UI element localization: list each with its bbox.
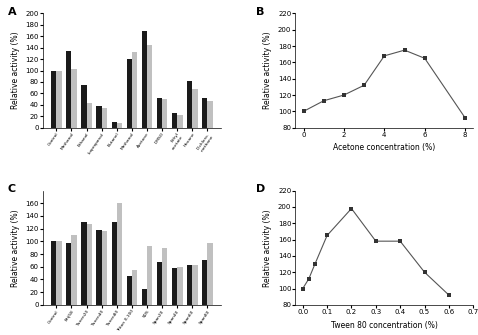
Bar [132, 52, 137, 128]
Bar [127, 59, 132, 128]
Bar [157, 98, 162, 128]
Bar [127, 276, 132, 305]
Y-axis label: Relative activity (%): Relative activity (%) [11, 209, 20, 286]
Bar [51, 71, 56, 128]
Bar [187, 81, 192, 128]
Bar [172, 114, 177, 128]
Bar [72, 235, 77, 305]
Y-axis label: Relative activity (%): Relative activity (%) [263, 209, 272, 286]
Y-axis label: Relative activity (%): Relative activity (%) [11, 32, 20, 109]
Bar [141, 30, 147, 128]
Bar [102, 231, 107, 305]
Bar [192, 265, 197, 305]
Bar [187, 265, 192, 305]
Bar [132, 270, 137, 305]
Text: D: D [256, 184, 266, 194]
X-axis label: Tween 80 concentration (%): Tween 80 concentration (%) [331, 321, 438, 330]
Bar [192, 89, 197, 128]
Bar [207, 243, 213, 305]
Bar [162, 99, 167, 128]
Bar [147, 45, 152, 128]
Bar [56, 71, 62, 128]
Bar [117, 203, 122, 305]
Bar [141, 289, 147, 305]
Bar [51, 241, 56, 305]
Bar [111, 122, 117, 128]
Bar [157, 262, 162, 305]
Bar [147, 246, 152, 305]
Bar [202, 260, 207, 305]
Bar [97, 106, 102, 128]
Bar [66, 243, 72, 305]
Bar [97, 230, 102, 305]
Bar [117, 123, 122, 128]
Y-axis label: Relative activity (%): Relative activity (%) [263, 32, 272, 109]
Text: B: B [256, 7, 265, 16]
Bar [87, 223, 92, 305]
Bar [202, 98, 207, 128]
Bar [177, 115, 183, 128]
Bar [72, 69, 77, 128]
Bar [66, 51, 72, 128]
X-axis label: Acetone concentration (%): Acetone concentration (%) [333, 143, 435, 152]
Bar [81, 85, 87, 128]
Text: A: A [8, 7, 16, 16]
Bar [172, 268, 177, 305]
Bar [207, 101, 213, 128]
Bar [111, 222, 117, 305]
Bar [162, 248, 167, 305]
Bar [87, 103, 92, 128]
Text: C: C [8, 184, 16, 194]
Bar [56, 241, 62, 305]
Bar [81, 222, 87, 305]
Bar [177, 267, 183, 305]
Bar [102, 108, 107, 128]
